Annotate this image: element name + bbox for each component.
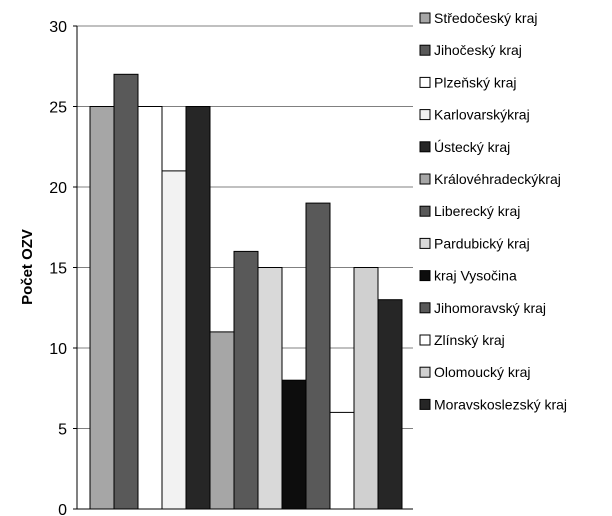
y-axis-title: Počet OZV — [19, 229, 36, 305]
legend-swatch — [419, 173, 431, 185]
legend-label: Jihomoravský kraj — [434, 300, 546, 316]
legend-item: Královéhradeckýkraj — [419, 171, 561, 187]
legend-label: Olomoucký kraj — [434, 364, 530, 380]
legend-swatch — [419, 270, 431, 282]
legend-label: Středočeský kraj — [434, 10, 537, 26]
bar-4 — [185, 106, 211, 510]
legend-item: Středočeský kraj — [419, 10, 537, 26]
y-tick-label: 0 — [58, 502, 67, 516]
legend-swatch — [419, 76, 431, 88]
legend-label: Liberecký kraj — [434, 203, 520, 219]
legend-label: Pardubický kraj — [434, 235, 530, 251]
legend: Středočeský kraj Jihočeský kraj Plzeňský k… — [419, 10, 567, 412]
legend-swatch — [419, 366, 431, 378]
legend-item: Plzeňský kraj — [419, 74, 516, 90]
bar-1 — [113, 73, 139, 510]
legend-swatch — [419, 141, 431, 153]
legend-label: Moravskoslezský kraj — [434, 396, 567, 412]
legend-swatch — [419, 109, 431, 121]
legend-item: Ústecký kraj — [419, 139, 510, 155]
bar-10 — [329, 411, 355, 510]
bar-7 — [257, 267, 283, 510]
y-tick-label: 20 — [49, 180, 67, 197]
bar-5 — [209, 331, 235, 510]
y-tick-labels: 0 5 10 15 20 25 30 — [49, 19, 77, 516]
legend-item: kraj Vysočina — [419, 268, 517, 284]
bar-0 — [89, 106, 115, 510]
legend-label: Karlovarskýkraj — [434, 107, 530, 123]
bars — [89, 73, 403, 510]
y-tick-label: 5 — [58, 422, 67, 439]
legend-label: Ústecký kraj — [434, 139, 510, 155]
legend-swatch — [419, 205, 431, 217]
bar-11 — [353, 267, 379, 510]
legend-label: Jihočeský kraj — [434, 42, 522, 58]
bar-2 — [137, 106, 163, 510]
legend-label: Zlínský kraj — [434, 332, 505, 348]
legend-swatch — [419, 44, 431, 56]
y-tick-label: 10 — [49, 341, 67, 358]
legend-item: Liberecký kraj — [419, 203, 520, 219]
bar-6 — [233, 250, 259, 510]
legend-item: Pardubický kraj — [419, 235, 530, 251]
legend-swatch — [419, 237, 431, 249]
legend-swatch — [419, 398, 431, 410]
bar-12 — [377, 299, 403, 510]
y-tick-label: 25 — [49, 100, 67, 117]
bar-8 — [281, 379, 307, 510]
bar-3 — [161, 170, 187, 510]
legend-item: Jihomoravský kraj — [419, 300, 546, 316]
legend-swatch — [419, 302, 431, 314]
legend-swatch — [419, 334, 431, 346]
legend-label: Královéhradeckýkraj — [434, 171, 561, 187]
legend-item: Karlovarskýkraj — [419, 107, 530, 123]
legend-item: Jihočeský kraj — [419, 42, 522, 58]
legend-swatch — [419, 12, 431, 24]
y-tick-label: 30 — [49, 19, 67, 36]
legend-item: Moravskoslezský kraj — [419, 396, 567, 412]
y-tick-label: 15 — [49, 261, 67, 278]
bar-9 — [305, 202, 331, 510]
legend-label: kraj Vysočina — [434, 268, 517, 284]
legend-item: Olomoucký kraj — [419, 364, 530, 380]
legend-label: Plzeňský kraj — [434, 74, 516, 90]
legend-item: Zlínský kraj — [419, 332, 505, 348]
